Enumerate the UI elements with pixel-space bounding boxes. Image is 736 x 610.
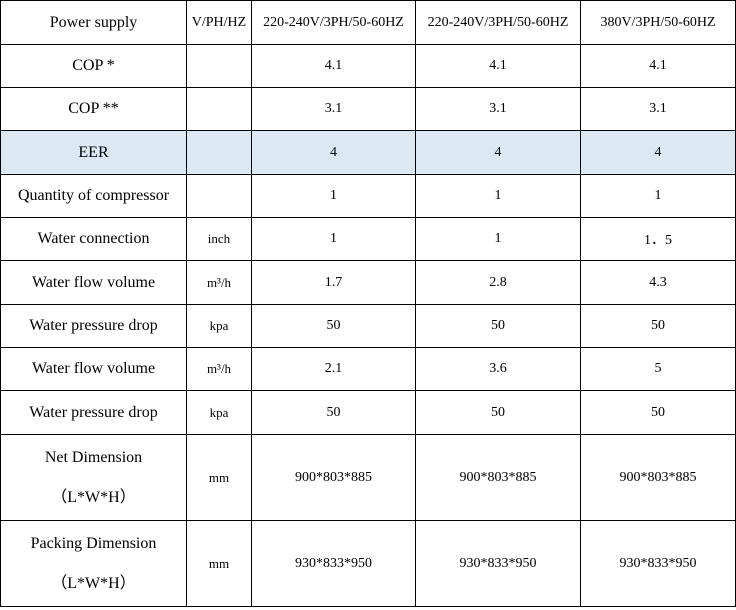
unit-cell: kpa bbox=[186, 390, 252, 435]
cell-line: Packing Dimension bbox=[30, 534, 157, 552]
unit-cell: m³/h bbox=[186, 260, 252, 305]
value-cell: 50 bbox=[415, 390, 581, 435]
row-label: COP * bbox=[0, 44, 187, 88]
value-cell: 3.1 bbox=[580, 87, 736, 131]
unit-cell: mm bbox=[186, 434, 252, 521]
row-label: Power supply bbox=[0, 0, 187, 45]
value-cell: 50 bbox=[580, 390, 736, 435]
value-cell: 2.1 bbox=[251, 347, 416, 391]
value-cell: 930*833*950 bbox=[251, 520, 416, 607]
cell-line: （L*W*H） bbox=[51, 574, 136, 592]
value-cell: 930*833*950 bbox=[415, 520, 581, 607]
value-cell: 220-240V/3PH/50-60HZ bbox=[415, 0, 581, 45]
row-label: Net Dimension （L*W*H） bbox=[0, 434, 187, 521]
unit-cell: kpa bbox=[186, 304, 252, 348]
value-cell: 5 bbox=[580, 347, 736, 391]
value-cell: 50 bbox=[415, 304, 581, 348]
value-cell: 930*833*950 bbox=[580, 520, 736, 607]
value-cell: 1 bbox=[251, 174, 416, 218]
value-cell: 3.1 bbox=[251, 87, 416, 131]
table-row: Water pressure drop kpa 50 50 50 bbox=[0, 304, 736, 348]
value-cell: 900*803*885 bbox=[580, 434, 736, 521]
table-row: Water pressure drop kpa 50 50 50 bbox=[0, 390, 736, 435]
table-row: COP ** 3.1 3.1 3.1 bbox=[0, 87, 736, 131]
value-cell: 1 bbox=[415, 174, 581, 218]
row-label: Water pressure drop bbox=[0, 304, 187, 348]
value-cell: 50 bbox=[251, 304, 416, 348]
row-label: Packing Dimension （L*W*H） bbox=[0, 520, 187, 607]
table-row: Packing Dimension （L*W*H） mm 930*833*950 930… bbox=[0, 520, 736, 607]
table-row: Power supply V/PH/HZ 220-240V/3PH/50-60HZ 2… bbox=[0, 0, 736, 45]
value-cell: 4.1 bbox=[415, 44, 581, 88]
value-cell: 4 bbox=[415, 130, 581, 175]
value-cell: 3.6 bbox=[415, 347, 581, 391]
cell-line: Net Dimension bbox=[44, 448, 143, 466]
unit-cell: inch bbox=[186, 217, 252, 261]
value-cell: 50 bbox=[580, 304, 736, 348]
value-cell: 900*803*885 bbox=[251, 434, 416, 521]
unit-cell: V/PH/HZ bbox=[186, 0, 252, 45]
value-cell: 1 bbox=[251, 217, 416, 261]
unit-cell bbox=[186, 44, 252, 88]
unit-cell bbox=[186, 87, 252, 131]
row-label: Water connection bbox=[0, 217, 187, 261]
value-cell: 3.1 bbox=[415, 87, 581, 131]
value-cell: 1 bbox=[580, 174, 736, 218]
value-cell: 4.1 bbox=[251, 44, 416, 88]
unit-cell: mm bbox=[186, 520, 252, 607]
value-cell: 2.8 bbox=[415, 260, 581, 305]
table-row: Quantity of compressor 1 1 1 bbox=[0, 174, 736, 218]
table-row: Water flow volume m³/h 2.1 3.6 5 bbox=[0, 347, 736, 391]
table-row: COP * 4.1 4.1 4.1 bbox=[0, 44, 736, 88]
value-cell: 900*803*885 bbox=[415, 434, 581, 521]
value-cell: 1 bbox=[415, 217, 581, 261]
table-row: Water flow volume m³/h 1.7 2.8 4.3 bbox=[0, 260, 736, 305]
unit-cell: m³/h bbox=[186, 347, 252, 391]
row-label: Water flow volume bbox=[0, 347, 187, 391]
value-cell: 50 bbox=[251, 390, 416, 435]
value-cell: 1.7 bbox=[251, 260, 416, 305]
unit-cell bbox=[186, 130, 252, 175]
cell-line: （L*W*H） bbox=[51, 488, 136, 506]
table-row: Net Dimension （L*W*H） mm 900*803*885 900*803… bbox=[0, 434, 736, 521]
row-label: Water flow volume bbox=[0, 260, 187, 305]
unit-cell bbox=[186, 174, 252, 218]
row-label: Water pressure drop bbox=[0, 390, 187, 435]
table-row: EER 4 4 4 bbox=[0, 130, 736, 175]
row-label: COP ** bbox=[0, 87, 187, 131]
value-cell: 4 bbox=[580, 130, 736, 175]
value-cell: 380V/3PH/50-60HZ bbox=[580, 0, 736, 45]
value-cell: 4 bbox=[251, 130, 416, 175]
value-cell: 220-240V/3PH/50-60HZ bbox=[251, 0, 416, 45]
table-row: Water connection inch 1 1 1．5 bbox=[0, 217, 736, 261]
value-cell: 1．5 bbox=[580, 217, 736, 261]
value-cell: 4.3 bbox=[580, 260, 736, 305]
value-cell: 4.1 bbox=[580, 44, 736, 88]
row-label: Quantity of compressor bbox=[0, 174, 187, 218]
row-label: EER bbox=[0, 130, 187, 175]
